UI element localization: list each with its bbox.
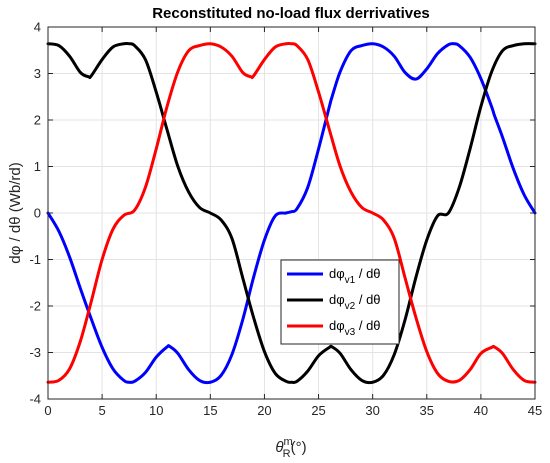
- y-tick-label: -2: [29, 299, 41, 314]
- x-axis-label: θm R(°): [275, 436, 306, 460]
- x-tick-label: 40: [474, 403, 488, 418]
- series-line-v3: [46, 41, 537, 384]
- plot-frame: [47, 26, 536, 400]
- x-tick-label: 0: [44, 403, 51, 418]
- y-tick-label: 0: [34, 206, 41, 221]
- series-line-v1: [46, 42, 537, 385]
- y-tick-labels: -4 -3 -2 -1 0 1 2 3 4: [29, 20, 41, 407]
- y-tick-label: 3: [34, 66, 41, 81]
- x-tick-label: 35: [420, 403, 434, 418]
- chart-title: Reconstituted no-load flux derrivatives: [152, 5, 430, 22]
- series-lines: [46, 41, 537, 385]
- y-tick-label: -3: [29, 345, 41, 360]
- y-tick-label: -1: [29, 252, 41, 267]
- x-tick-label: 10: [149, 403, 163, 418]
- x-tick-label: 20: [257, 403, 271, 418]
- y-tick-label: 1: [34, 159, 41, 174]
- legend-entry: dφv1 / dθ: [329, 266, 381, 286]
- x-tick-label: 30: [365, 403, 379, 418]
- y-tick-label: 2: [34, 113, 41, 128]
- x-tick-label: 15: [203, 403, 217, 418]
- x-tick-label: 25: [311, 403, 325, 418]
- x-tick-label: 45: [528, 403, 542, 418]
- series-line-v2: [46, 41, 537, 385]
- y-tick-label: -4: [29, 392, 41, 407]
- legend-entry: dφv3 / dθ: [329, 318, 381, 338]
- x-tick-labels: 0 5 10 15 20 25 30 35 40 45: [44, 403, 542, 418]
- legend: dφv1 / dθ dφv2 / dθ dφv3 / dθ: [280, 259, 400, 345]
- y-axis-label: dφ / dθ (Wb/rd): [7, 162, 24, 263]
- legend-entry: dφv2 / dθ: [329, 292, 381, 312]
- y-tick-label: 4: [34, 20, 41, 35]
- x-tick-label: 5: [98, 403, 105, 418]
